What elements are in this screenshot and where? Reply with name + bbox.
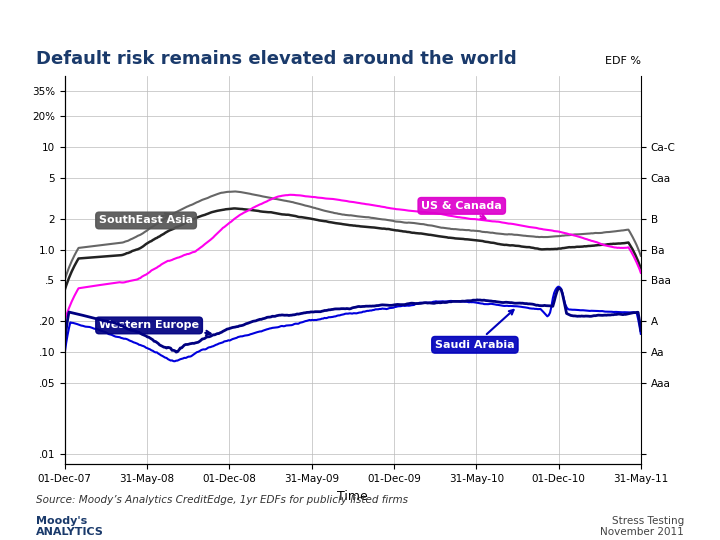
Text: Default risk remains elevated around the world: Default risk remains elevated around the… xyxy=(36,50,517,68)
Text: EDF %: EDF % xyxy=(605,56,641,66)
X-axis label: Time: Time xyxy=(338,490,368,503)
Text: Source: Moody’s Analytics CreditEdge, 1yr EDFs for publicly listed firms: Source: Moody’s Analytics CreditEdge, 1y… xyxy=(36,495,408,505)
Text: Saudi Arabia: Saudi Arabia xyxy=(435,310,515,350)
Text: Stress Testing
November 2011: Stress Testing November 2011 xyxy=(600,516,684,537)
Text: Western Europe: Western Europe xyxy=(99,320,210,335)
Text: 37: 37 xyxy=(679,12,698,26)
Text: Moody's
ANALYTICS: Moody's ANALYTICS xyxy=(36,516,104,537)
Text: US & Canada: US & Canada xyxy=(421,201,502,219)
Text: SouthEast Asia: SouthEast Asia xyxy=(99,213,193,226)
